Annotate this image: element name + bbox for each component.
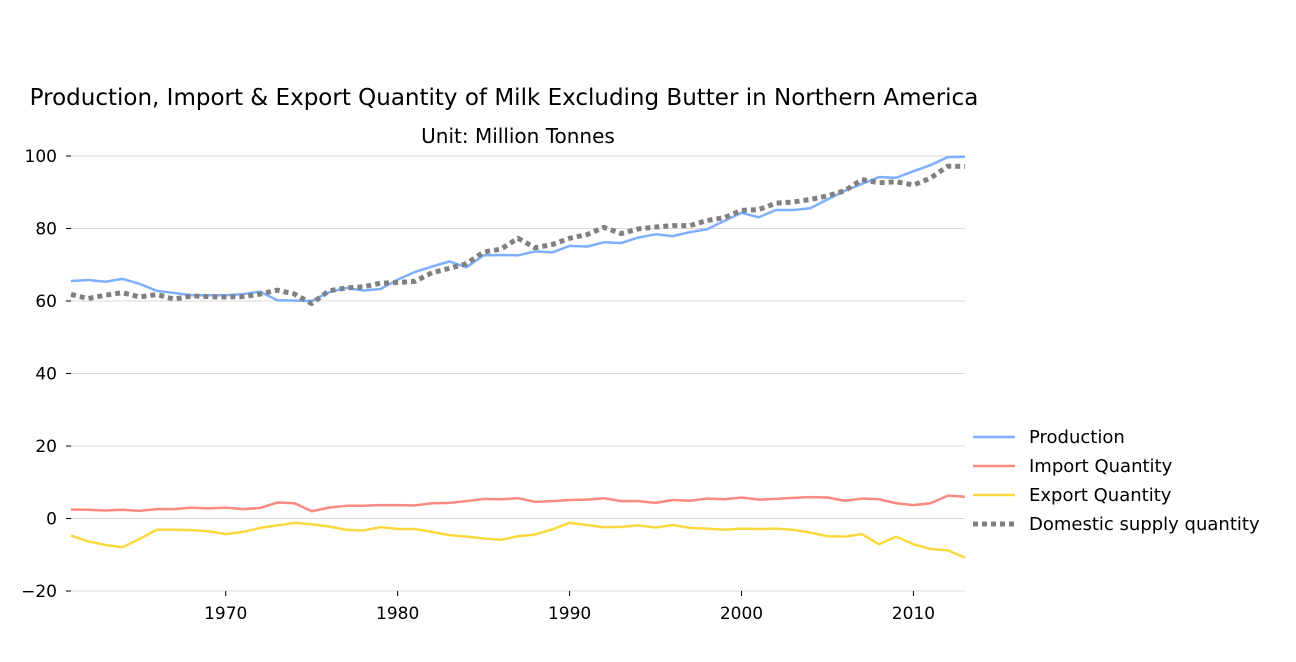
axes: −20 0 20 40 60 80 100 1970 1980 1990 2000 2010 bbox=[21, 147, 935, 624]
y-tick-label: 80 bbox=[35, 220, 57, 240]
legend: Production Import Quantity Export Quantity… bbox=[973, 427, 1260, 535]
chart-subtitle: Unit: Million Tonnes bbox=[421, 124, 615, 148]
series-line-import-quantity bbox=[70, 494, 966, 513]
legend-label-production: Production bbox=[1029, 427, 1125, 448]
x-tick-label: 2000 bbox=[720, 604, 763, 624]
series-lines bbox=[70, 155, 966, 559]
y-tick-label: 100 bbox=[25, 147, 57, 167]
series-line-domestic-supply-quantity bbox=[70, 163, 966, 307]
y-tick-label: 40 bbox=[35, 365, 57, 385]
y-tick-label: −20 bbox=[21, 582, 57, 602]
x-tick-label: 2010 bbox=[892, 604, 935, 624]
legend-label-import-quantity: Import Quantity bbox=[1029, 456, 1173, 477]
legend-label-export-quantity: Export Quantity bbox=[1029, 485, 1172, 506]
y-tick-label: 60 bbox=[35, 292, 57, 312]
series-line-export-quantity bbox=[70, 521, 966, 559]
y-tick-label: 0 bbox=[46, 510, 57, 530]
legend-label-domestic-supply-quantity: Domestic supply quantity bbox=[1029, 514, 1260, 535]
chart-title: Production, Import & Export Quantity of … bbox=[30, 85, 979, 111]
gridlines bbox=[71, 155, 965, 592]
y-tick-label: 20 bbox=[35, 437, 57, 457]
series-line-production bbox=[70, 155, 966, 303]
x-tick-label: 1970 bbox=[204, 604, 247, 624]
x-tick-label: 1980 bbox=[376, 604, 419, 624]
x-tick-label: 1990 bbox=[548, 604, 591, 624]
